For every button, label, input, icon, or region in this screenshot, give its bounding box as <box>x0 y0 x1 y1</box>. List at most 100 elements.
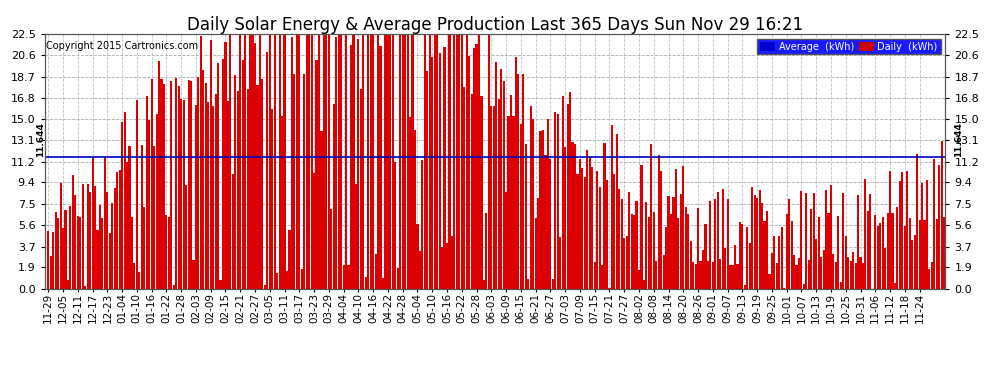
Bar <box>652 211 654 289</box>
Bar <box>116 172 118 289</box>
Bar <box>692 262 694 289</box>
Bar <box>943 217 945 289</box>
Bar <box>278 34 281 289</box>
Bar <box>478 34 480 289</box>
Bar <box>677 218 679 289</box>
Bar <box>778 236 780 289</box>
Bar <box>225 42 227 289</box>
Bar <box>318 34 320 289</box>
Bar <box>734 245 736 289</box>
Bar <box>288 230 290 289</box>
Bar <box>50 256 51 289</box>
Bar <box>419 251 421 289</box>
Bar <box>81 184 84 289</box>
Bar <box>748 243 750 289</box>
Bar <box>276 273 278 289</box>
Bar <box>515 57 517 289</box>
Bar <box>742 224 743 289</box>
Bar <box>160 80 162 289</box>
Bar <box>281 116 283 289</box>
Bar <box>645 202 647 289</box>
Bar <box>434 34 436 289</box>
Bar <box>877 226 879 289</box>
Bar <box>700 261 702 289</box>
Bar <box>628 192 631 289</box>
Bar <box>773 236 775 289</box>
Bar <box>904 226 906 289</box>
Bar <box>510 95 512 289</box>
Bar <box>791 221 793 289</box>
Bar <box>448 34 450 289</box>
Bar <box>724 248 727 289</box>
Bar <box>417 224 419 289</box>
Bar <box>675 169 677 289</box>
Bar <box>293 74 295 289</box>
Bar <box>518 74 520 289</box>
Bar <box>104 157 106 289</box>
Bar <box>470 94 472 289</box>
Bar <box>879 224 881 289</box>
Bar <box>788 199 790 289</box>
Bar <box>508 116 510 289</box>
Bar <box>606 180 608 289</box>
Bar <box>455 34 458 289</box>
Bar <box>751 188 753 289</box>
Bar <box>441 247 444 289</box>
Bar <box>889 171 891 289</box>
Bar <box>84 286 86 289</box>
Bar <box>256 85 258 289</box>
Bar <box>786 214 788 289</box>
Bar <box>667 196 669 289</box>
Bar <box>437 34 439 289</box>
Bar <box>616 134 618 289</box>
Bar <box>594 262 596 289</box>
Bar <box>121 122 123 289</box>
Bar <box>657 154 659 289</box>
Bar <box>591 167 593 289</box>
Bar <box>732 265 734 289</box>
Bar <box>301 269 303 289</box>
Bar <box>64 210 66 289</box>
Bar <box>195 105 197 289</box>
Bar <box>210 40 212 289</box>
Bar <box>99 205 101 289</box>
Bar <box>158 61 160 289</box>
Bar <box>528 279 530 289</box>
Bar <box>551 279 553 289</box>
Bar <box>909 218 911 289</box>
Title: Daily Solar Energy & Average Production Last 365 Days Sun Nov 29 16:21: Daily Solar Energy & Average Production … <box>187 16 803 34</box>
Bar <box>936 219 938 289</box>
Bar <box>830 185 832 289</box>
Bar <box>475 44 477 289</box>
Bar <box>205 83 207 289</box>
Bar <box>894 283 896 289</box>
Bar <box>838 216 840 289</box>
Bar <box>72 176 74 289</box>
Bar <box>626 236 628 289</box>
Bar <box>623 238 626 289</box>
Bar <box>316 60 318 289</box>
Bar <box>862 262 864 289</box>
Bar <box>237 91 239 289</box>
Bar <box>798 258 800 289</box>
Bar <box>926 180 928 289</box>
Bar <box>483 280 485 289</box>
Bar <box>707 261 709 289</box>
Bar <box>460 34 462 289</box>
Bar <box>556 114 558 289</box>
Bar <box>258 34 261 289</box>
Bar <box>414 130 416 289</box>
Bar <box>439 53 441 289</box>
Bar <box>109 232 111 289</box>
Bar <box>347 265 349 289</box>
Bar <box>232 174 234 289</box>
Bar <box>273 34 276 289</box>
Bar <box>465 34 467 289</box>
Bar <box>377 34 379 289</box>
Text: 11.644: 11.644 <box>954 122 963 157</box>
Bar <box>761 203 763 289</box>
Bar <box>833 254 835 289</box>
Bar <box>62 228 64 289</box>
Bar <box>650 144 652 289</box>
Bar <box>571 142 573 289</box>
